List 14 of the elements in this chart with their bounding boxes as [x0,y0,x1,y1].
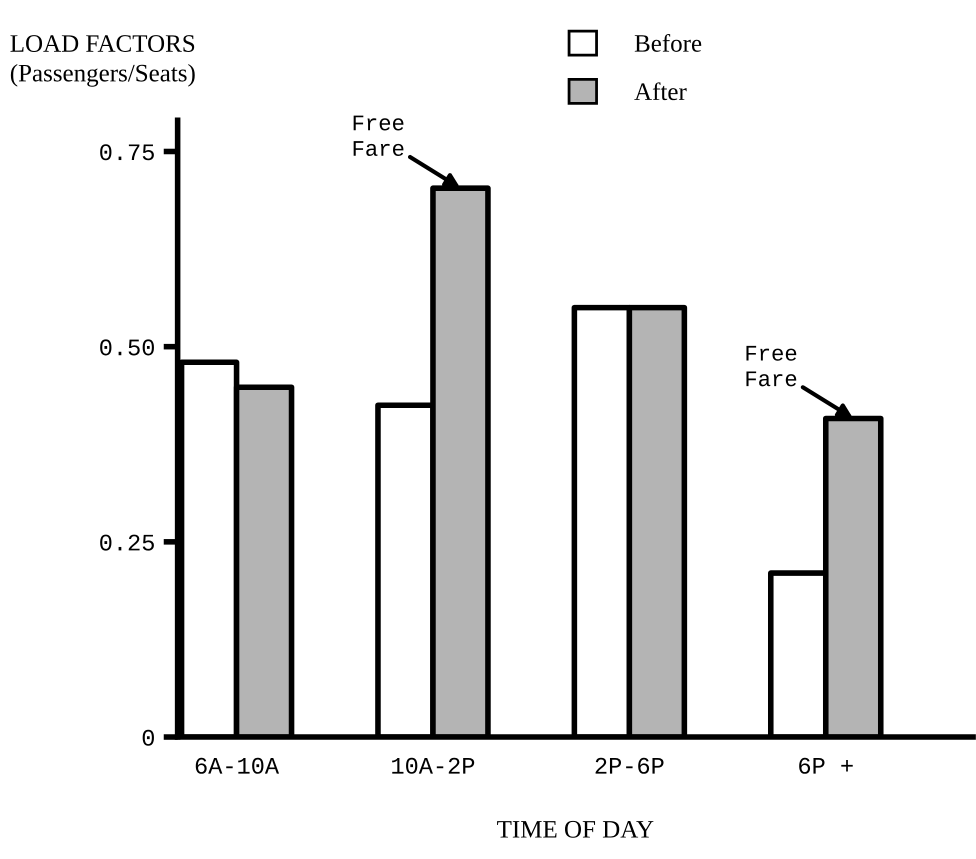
x-tick-label: 6P + [799,758,853,774]
x-tick-label: 10A-2P [392,758,474,774]
y-tick-label: 0.25 [100,534,154,551]
x-tick-label: 6A-10A [196,758,280,774]
legend-label: Before [634,34,702,52]
y-tick-label: 0.75 [100,144,154,160]
x-tick-label: 2P-6P [596,758,664,774]
y-tick-label: 0 [142,730,154,746]
legend-label: After [634,82,687,100]
y-tick-label: 0.50 [100,339,154,356]
annotation: Free Fare [746,346,796,386]
x-axis-title: TIME OF DAY [497,820,654,838]
annotation: Free Fare [354,116,404,156]
y-axis-title: LOAD FACTORS (Passengers/Seats) [10,35,195,87]
